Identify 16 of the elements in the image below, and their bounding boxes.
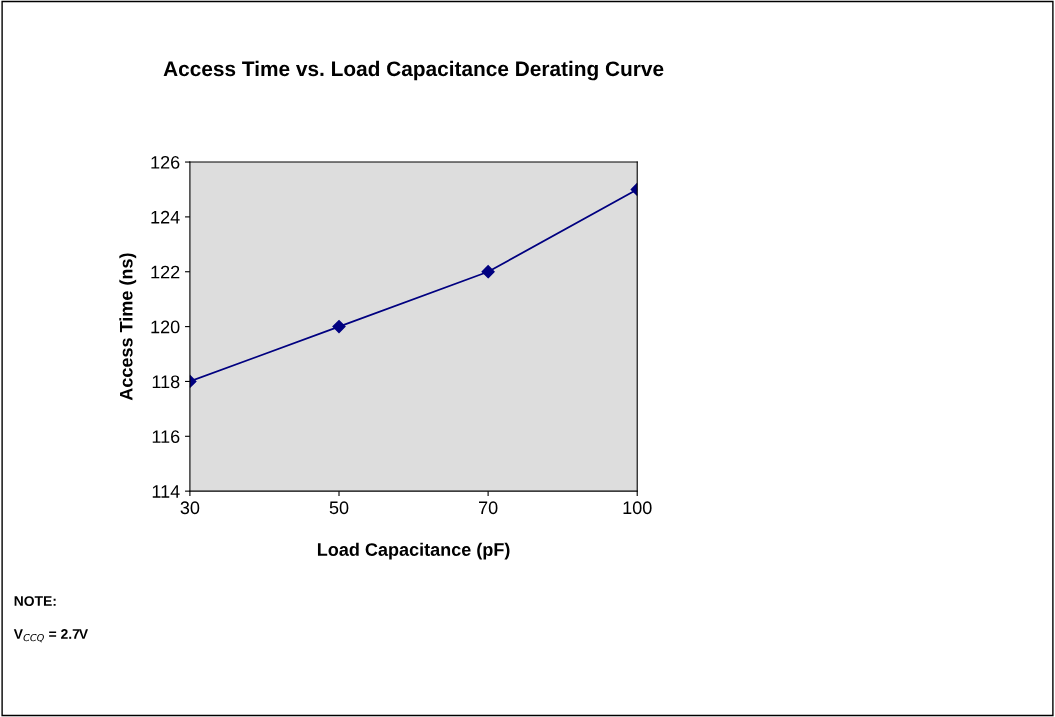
- y-tick-label: 124: [151, 210, 180, 224]
- text: NOTE:: [14, 596, 56, 606]
- y-tick-label: 114: [152, 485, 180, 498]
- y-tick-label: 118: [152, 375, 180, 389]
- x-tick-label: 70: [479, 501, 498, 515]
- y-tick-label: 126: [151, 155, 180, 169]
- y-tick-label: 122: [151, 265, 180, 279]
- x-tick-label: 100: [623, 501, 652, 515]
- x-axis-title: Load Capacitance (pF): [317, 542, 510, 560]
- y-axis-title: Access Time (ns): [119, 253, 137, 401]
- x-tick-label: 30: [180, 501, 200, 515]
- x-tick-label: 50: [329, 501, 349, 515]
- y-tick-label: 116: [152, 430, 180, 444]
- y-tick-label: 120: [151, 320, 180, 334]
- chart-title: Access Time vs. Load Capacitance Derating Curve: [163, 60, 664, 81]
- text: V$_{CCQ}$ = 2.7V: [13, 629, 88, 643]
